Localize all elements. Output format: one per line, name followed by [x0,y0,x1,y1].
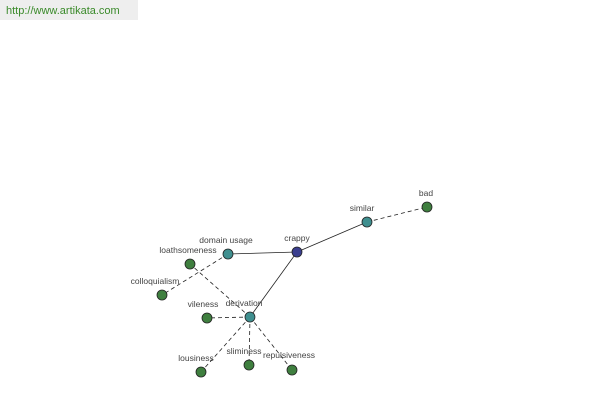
word-node [244,311,256,323]
edge [206,316,251,319]
site-url[interactable]: http://www.artikata.com [0,0,138,20]
word-node [291,246,303,258]
edge [200,316,251,373]
word-node [195,366,207,378]
word-node [243,359,255,371]
word-label: colloquialism [131,276,180,286]
word-label: sliminess [227,346,262,356]
edge [189,263,251,318]
edge [296,221,368,253]
word-label: crappy [284,233,310,243]
edge [249,316,293,371]
word-node [361,216,373,228]
edge [366,206,428,223]
word-node [201,312,213,324]
edge [248,316,251,366]
word-label: repulsiveness [263,350,315,360]
edge [161,253,229,296]
word-label: derivation [226,298,263,308]
word-label: lousiness [178,353,213,363]
word-label: bad [419,188,433,198]
word-node [222,248,234,260]
word-label: vileness [188,299,219,309]
word-node [156,289,168,301]
word-node [184,258,196,270]
word-node [286,364,298,376]
edge [227,251,298,255]
word-label: domain usage [199,235,253,245]
word-node [421,201,433,213]
word-label: loathsomeness [159,245,216,255]
edge [249,251,298,318]
word-label: similar [350,203,375,213]
